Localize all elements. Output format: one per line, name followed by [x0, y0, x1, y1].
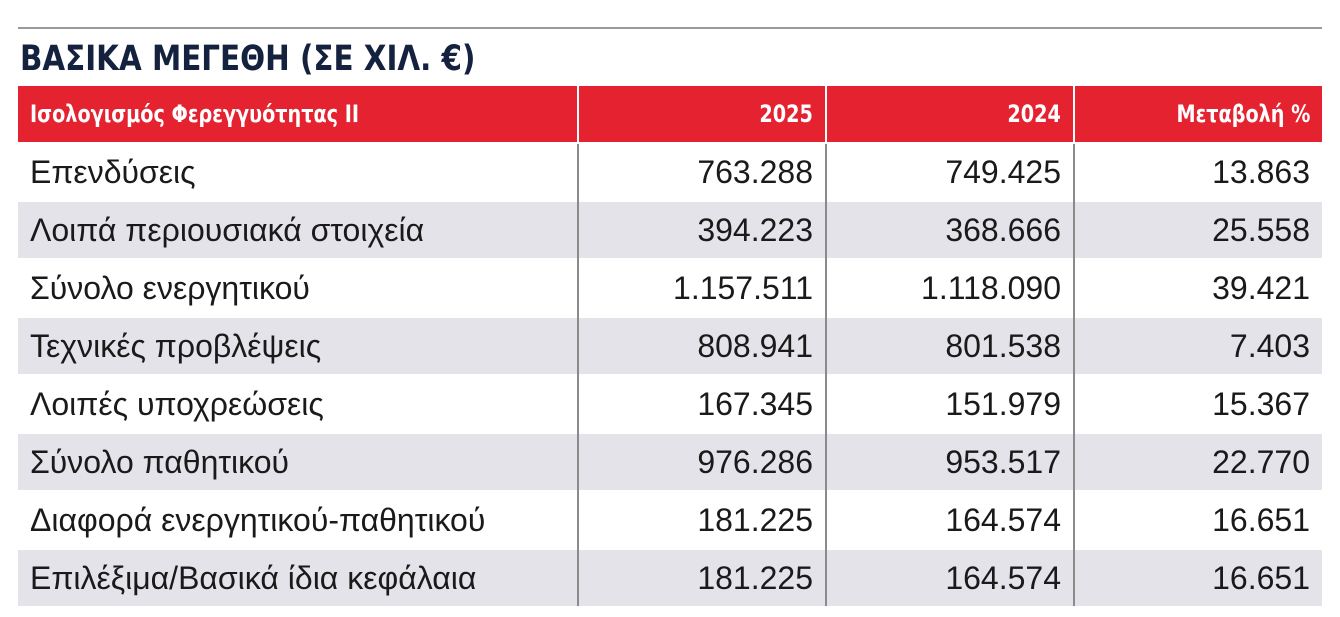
value-2024: 801.538 [825, 316, 1074, 375]
value-change: 25.558 [1073, 200, 1322, 259]
value-change: 15.367 [1073, 374, 1322, 433]
row-label: Επιλέξιμα/Βασικά ίδια κεφάλαια [18, 548, 578, 606]
value-change: 16.651 [1073, 548, 1322, 606]
table-title: ΒΑΣΙΚΑ ΜΕΓΕΘΗ (ΣΕ ΧΙΛ. €) [20, 39, 476, 79]
value-change: 39.421 [1073, 258, 1322, 317]
value-change: 7.403 [1073, 316, 1322, 375]
value-2024: 953.517 [825, 432, 1074, 491]
balance-sheet-table: Ισολογισμός Φερεγγυότητας ΙΙ 2025 2024 Μ… [18, 86, 1322, 606]
value-2025: 167.345 [577, 374, 826, 433]
table-row: Σύνολο ενεργητικού 1.157.511 1.118.090 3… [18, 258, 1322, 317]
table-row: Επιλέξιμα/Βασικά ίδια κεφάλαια 181.225 1… [18, 548, 1322, 606]
header-2025: 2025 [577, 86, 826, 143]
value-2024: 368.666 [825, 200, 1074, 259]
value-2025: 181.225 [577, 490, 826, 549]
value-2025: 1.157.511 [577, 258, 826, 317]
table-row: Επενδύσεις 763.288 749.425 13.863 [18, 142, 1322, 201]
table-row: Τεχνικές προβλέψεις 808.941 801.538 7.40… [18, 316, 1322, 375]
table-row: Σύνολο παθητικού 976.286 953.517 22.770 [18, 432, 1322, 491]
table-row: Διαφορά ενεργητικού-παθητικού 181.225 16… [18, 490, 1322, 549]
value-2025: 181.225 [577, 548, 826, 606]
value-2025: 976.286 [577, 432, 826, 491]
value-2025: 808.941 [577, 316, 826, 375]
value-2025: 763.288 [577, 142, 826, 201]
header-2024: 2024 [825, 86, 1074, 143]
table-row: Λοιπές υποχρεώσεις 167.345 151.979 15.36… [18, 374, 1322, 433]
value-change: 13.863 [1073, 142, 1322, 201]
row-label: Επενδύσεις [18, 142, 578, 201]
header-change: Μεταβολή % [1073, 86, 1322, 143]
header-label: Ισολογισμός Φερεγγυότητας ΙΙ [18, 86, 578, 143]
value-2024: 164.574 [825, 490, 1074, 549]
row-label: Σύνολο παθητικού [18, 432, 578, 491]
row-label: Λοιπά περιουσιακά στοιχεία [18, 200, 578, 259]
value-2025: 394.223 [577, 200, 826, 259]
value-change: 16.651 [1073, 490, 1322, 549]
value-change: 22.770 [1073, 432, 1322, 491]
table-row: Λοιπά περιουσιακά στοιχεία 394.223 368.6… [18, 200, 1322, 259]
row-label: Σύνολο ενεργητικού [18, 258, 578, 317]
row-label: Τεχνικές προβλέψεις [18, 316, 578, 375]
value-2024: 151.979 [825, 374, 1074, 433]
row-label: Διαφορά ενεργητικού-παθητικού [18, 490, 578, 549]
header-row: Ισολογισμός Φερεγγυότητας ΙΙ 2025 2024 Μ… [18, 86, 1322, 143]
top-rule [18, 27, 1322, 29]
value-2024: 749.425 [825, 142, 1074, 201]
value-2024: 1.118.090 [825, 258, 1074, 317]
value-2024: 164.574 [825, 548, 1074, 606]
row-label: Λοιπές υποχρεώσεις [18, 374, 578, 433]
